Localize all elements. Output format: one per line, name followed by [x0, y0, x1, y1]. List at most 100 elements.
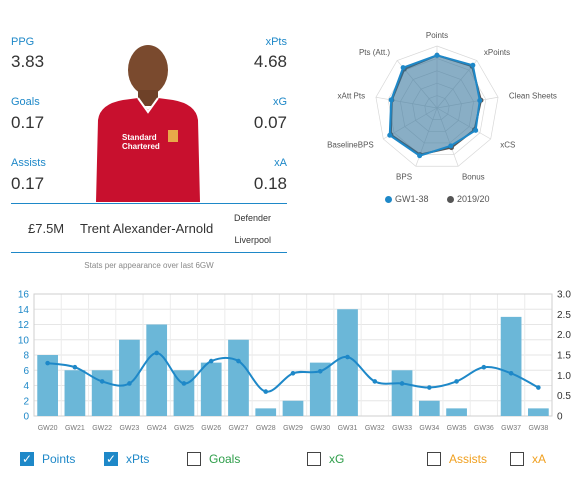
point-xpts — [508, 371, 514, 376]
x-tick-label: GW32 — [365, 425, 385, 432]
player-photo: Standard Chartered — [96, 45, 200, 202]
radar-axis-label: xAtt Pts — [338, 91, 366, 100]
x-tick-label: GW31 — [338, 425, 358, 432]
bar-points — [282, 400, 304, 416]
legend-dot-icon — [447, 196, 454, 204]
toggle-xpts-label: xPts — [126, 452, 150, 466]
x-tick-label: GW33 — [392, 425, 412, 432]
stat-value-assists: 0.17 — [11, 174, 45, 193]
y-left-tick-label: 12 — [18, 320, 30, 331]
radar-legend-season[interactable]: 2019/20 — [447, 194, 490, 204]
bar-points — [146, 324, 168, 416]
y-right-tick-label: 1.5 — [557, 351, 571, 362]
radar-axis-label: xCS — [500, 141, 515, 150]
radar-point — [388, 97, 394, 103]
toggle-goals[interactable]: Goals — [187, 452, 240, 466]
gameweek-chart: 0 2 4 6 8 10 12 14 16 0 0.5 1.0 1.5 2.0 2.5 3.0 GW20 GW21… — [18, 290, 571, 433]
y-right-tick-label: 1.0 — [557, 371, 571, 382]
stat-value-xg: 0.07 — [253, 113, 287, 132]
radar-grid-ring — [412, 82, 462, 132]
x-tick-label: GW37 — [501, 425, 521, 432]
x-tick-label: GW28 — [256, 425, 276, 432]
x-tick-label: GW30 — [310, 425, 330, 432]
stat-label-xa: xA — [274, 157, 287, 169]
x-tick-label: GW22 — [92, 425, 112, 432]
y-right-tick-label: 0 — [557, 412, 563, 423]
radar-legend-gw[interactable]: GW1-38 — [385, 194, 429, 204]
toggle-xa[interactable]: xA — [510, 452, 546, 466]
bar-points — [200, 362, 222, 416]
radar-axis-label: Pts (Att.) — [359, 48, 390, 57]
bar-points — [528, 408, 549, 416]
point-xpts — [99, 379, 105, 384]
toggle-goals-label: Goals — [209, 452, 241, 466]
radar-series-area — [388, 54, 481, 157]
checkbox-icon — [510, 452, 524, 466]
legend-dot-icon — [385, 196, 392, 204]
stat-value-xpts: 4.68 — [253, 52, 287, 71]
toggle-xa-label: xA — [532, 452, 547, 466]
radar-axis-label: BPS — [396, 173, 412, 182]
toggle-xg[interactable]: xG — [307, 452, 344, 466]
bar-points — [391, 370, 413, 416]
y-left-tick-label: 2 — [23, 396, 29, 407]
point-xpts — [45, 360, 50, 366]
stat-label-xg: xG — [272, 96, 287, 108]
radar-point — [448, 143, 454, 149]
bar-points — [255, 408, 277, 416]
toggle-points[interactable]: Points — [20, 452, 75, 466]
x-tick-label: GW21 — [65, 425, 85, 432]
radar-point — [473, 127, 479, 133]
point-xpts — [345, 354, 350, 360]
radar-point — [387, 132, 393, 138]
bar-points — [119, 339, 140, 416]
point-xpts — [72, 364, 78, 370]
bar-points — [337, 309, 358, 416]
x-tick-label: GW38 — [528, 425, 548, 432]
y-left-tick-label: 8 — [23, 351, 29, 362]
radar-axis-label: xPoints — [484, 48, 510, 57]
radar-legend-season-label: 2019/20 — [457, 194, 490, 204]
x-tick-label: GW36 — [474, 425, 494, 432]
toggle-assists-label: Assists — [449, 452, 488, 466]
point-xpts — [236, 358, 241, 364]
x-tick-label: GW29 — [283, 425, 303, 432]
radar-point — [470, 62, 476, 68]
radar-axis-label: Bonus — [462, 173, 485, 182]
x-tick-label: GW34 — [419, 425, 439, 432]
toggle-assists[interactable]: Assists — [427, 452, 487, 466]
player-name: Trent Alexander-Arnold — [80, 221, 214, 236]
point-xpts — [454, 379, 459, 384]
x-tick-label: GW27 — [229, 425, 249, 432]
player-price: £7.5M — [28, 221, 65, 236]
radar-grid-ring — [399, 70, 475, 144]
x-tick-label: GW26 — [201, 425, 221, 432]
point-xpts — [208, 358, 214, 364]
radar-spoke — [375, 96, 438, 109]
checkbox-icon — [427, 452, 441, 466]
player-team: Liverpool — [234, 235, 271, 245]
bar-points — [309, 362, 331, 416]
x-tick-label: GW23 — [119, 425, 139, 432]
radar-chart: Points xPoints Clean Sheets xCS Bonus BPS Base… — [327, 31, 557, 182]
radar-point — [400, 65, 406, 71]
point-xpts — [290, 371, 296, 376]
stat-label-ppg: PPG — [11, 36, 35, 48]
radar-point — [417, 153, 423, 159]
radar-point — [477, 97, 483, 103]
bar-points — [418, 400, 440, 416]
y-right-tick-label: 2.5 — [557, 310, 571, 321]
radar-axis-label: Clean Sheets — [509, 91, 557, 100]
y-left-tick-label: 4 — [23, 381, 29, 392]
radar-spoke — [436, 60, 478, 109]
toggle-xpts[interactable]: xPts — [104, 452, 149, 466]
point-xpts — [427, 385, 432, 390]
y-left-tick-label: 16 — [18, 290, 30, 301]
stat-label-assists: Assists — [11, 157, 46, 169]
x-tick-label: GW25 — [174, 425, 194, 432]
player-info-box: £7.5M Trent Alexander-Arnold Defender Li… — [11, 203, 287, 253]
bar-points — [446, 408, 467, 416]
radar-grid-ring — [424, 95, 450, 121]
radar-axis-label: BaselineBPS — [327, 141, 374, 150]
radar-spoke — [436, 96, 499, 109]
